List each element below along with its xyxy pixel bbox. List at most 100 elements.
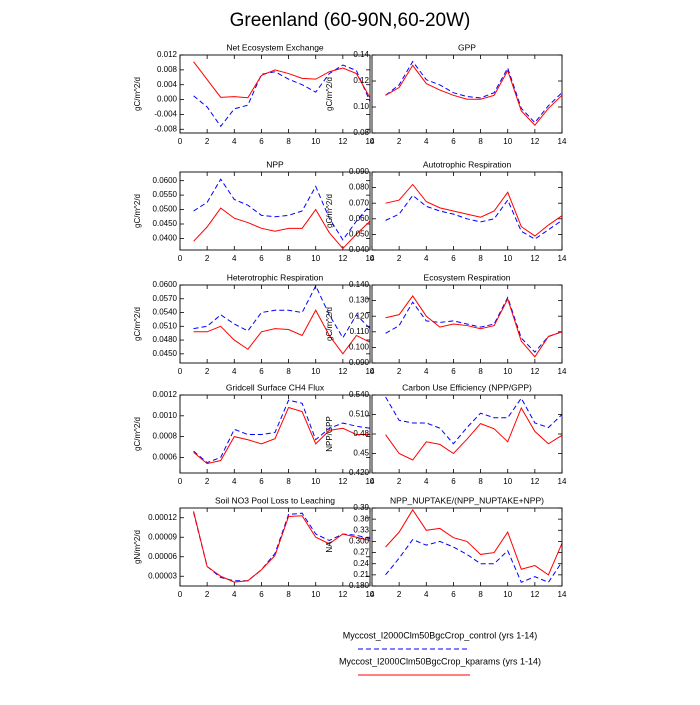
y-axis-label: gC/m^2/d (133, 194, 142, 228)
y-tick-label: 0.0012 (153, 390, 178, 399)
x-tick-label: 10 (311, 477, 320, 486)
y-tick-label: 0.00009 (148, 532, 177, 541)
x-tick-label: 4 (424, 367, 429, 376)
y-tick-label: 0.420 (349, 468, 370, 477)
x-tick-label: 8 (478, 367, 483, 376)
y-tick-label: 0.24 (353, 559, 369, 568)
panel-title: Gridcell Surface CH4 Flux (226, 382, 325, 392)
x-tick-label: 8 (286, 254, 291, 263)
x-tick-label: 6 (451, 254, 456, 263)
x-tick-label: 14 (558, 254, 567, 263)
x-tick-label: 10 (311, 254, 320, 263)
x-tick-label: 12 (530, 477, 539, 486)
x-tick-label: 4 (232, 477, 237, 486)
x-tick-label: 6 (451, 367, 456, 376)
x-tick-label: 12 (530, 590, 539, 599)
y-tick-label: 0.0008 (153, 432, 178, 441)
series-line (385, 296, 563, 353)
plot-frame (179, 54, 371, 134)
x-tick-label: 8 (478, 137, 483, 146)
series-line (193, 178, 371, 241)
x-tick-label: 0 (370, 367, 375, 376)
x-tick-label: 0 (370, 477, 375, 486)
x-tick-label: 4 (232, 137, 237, 146)
y-axis-label: gC/m^2/d (133, 77, 142, 111)
series-line (385, 60, 563, 124)
x-tick-label: 6 (259, 367, 264, 376)
panel-title: GPP (458, 42, 476, 52)
y-tick-label: 0.300 (349, 537, 370, 546)
x-tick-label: 0 (370, 590, 375, 599)
y-tick-label: 0.21 (353, 570, 369, 579)
y-tick-label: 0.012 (157, 50, 178, 59)
x-tick-label: 4 (424, 477, 429, 486)
x-tick-label: 6 (259, 477, 264, 486)
y-axis-label: NA (325, 541, 334, 553)
y-tick-label: 0.050 (349, 230, 370, 239)
y-tick-label: 0.008 (157, 65, 178, 74)
series-line (193, 512, 371, 582)
y-tick-label: 0.540 (349, 390, 370, 399)
x-tick-label: 2 (397, 254, 402, 263)
x-tick-label: 12 (530, 137, 539, 146)
x-tick-label: 8 (286, 477, 291, 486)
x-tick-label: 4 (424, 254, 429, 263)
y-tick-label: 0.0400 (153, 234, 178, 243)
x-tick-label: 2 (397, 367, 402, 376)
series-line (193, 511, 371, 583)
x-tick-label: 4 (424, 590, 429, 599)
x-tick-label: 2 (397, 590, 402, 599)
y-tick-label: 0.00003 (148, 571, 177, 580)
x-tick-label: 2 (205, 590, 210, 599)
panel-title: Ecosystem Respiration (424, 272, 511, 282)
y-tick-label: 0.00006 (148, 552, 177, 561)
panel-title: Carbon Use Efficiency (NPP/GPP) (402, 382, 532, 392)
x-tick-label: 14 (558, 137, 567, 146)
x-tick-label: 6 (259, 590, 264, 599)
y-tick-label: 0.27 (353, 548, 369, 557)
x-tick-label: 2 (205, 137, 210, 146)
series-line (193, 309, 371, 355)
series-line (385, 538, 563, 583)
y-tick-label: 0.090 (349, 167, 370, 176)
series-line (193, 207, 371, 250)
x-tick-label: 8 (286, 590, 291, 599)
y-axis-label: NPP/GPP (325, 416, 334, 452)
y-axis-label: gC/m^2/d (325, 194, 334, 228)
y-axis-label: gC/m^2/d (325, 77, 334, 111)
x-tick-label: 10 (311, 590, 320, 599)
series-line (385, 194, 563, 240)
x-tick-label: 14 (366, 137, 375, 146)
panel-title: NPP (266, 159, 284, 169)
x-tick-label: 2 (205, 477, 210, 486)
panel-title: Net Ecosystem Exchange (226, 42, 324, 52)
y-tick-label: 0.36 (353, 514, 369, 523)
x-tick-label: 0 (370, 137, 375, 146)
x-tick-label: 8 (478, 477, 483, 486)
y-tick-label: 0.00012 (148, 513, 177, 522)
x-tick-label: 0 (178, 137, 183, 146)
plot-frame (179, 394, 371, 474)
y-tick-label: 0.000 (157, 95, 178, 104)
y-tick-label: 0.140 (349, 280, 370, 289)
series-line (385, 64, 563, 126)
panel-title: Soil NO3 Pool Loss to Leaching (215, 495, 335, 505)
series-line (385, 295, 563, 358)
y-tick-label: 0.0450 (153, 219, 178, 228)
x-tick-label: 10 (503, 590, 512, 599)
y-axis-label: gC/m^2/d (133, 417, 142, 451)
x-tick-label: 12 (338, 137, 347, 146)
y-tick-label: 0.08 (353, 128, 369, 137)
y-tick-label: 0.060 (349, 214, 370, 223)
legend-label: Myccost_I2000Clm50BgcCrop_control (yrs 1… (343, 630, 538, 640)
y-tick-label: 0.48 (353, 429, 369, 438)
y-tick-label: 0.0570 (153, 294, 178, 303)
x-tick-label: 10 (311, 367, 320, 376)
figure-title: Greenland (60-90N,60-20W) (230, 10, 471, 31)
x-tick-label: 2 (205, 367, 210, 376)
x-tick-label: 8 (478, 590, 483, 599)
y-tick-label: 0.0450 (153, 349, 178, 358)
x-tick-label: 6 (451, 590, 456, 599)
plot-frame (179, 171, 371, 251)
